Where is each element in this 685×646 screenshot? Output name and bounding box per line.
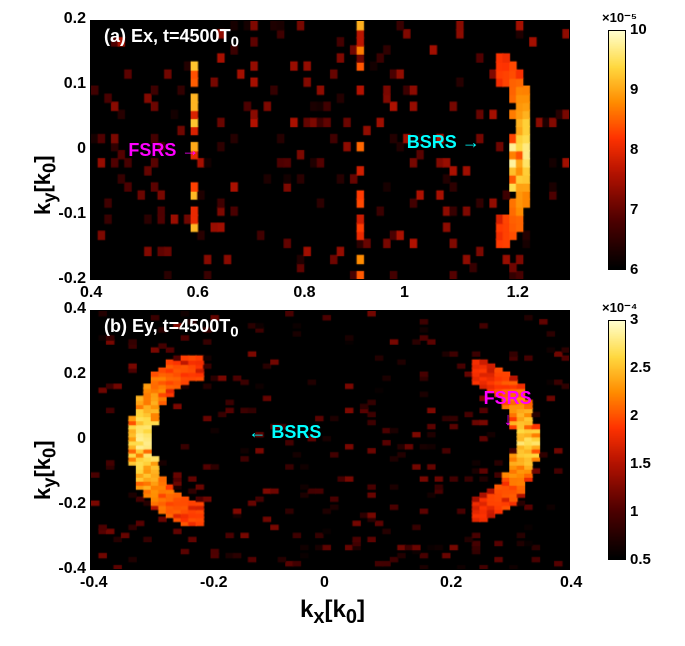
tick-label: 0.2 [46, 10, 86, 28]
tick-label: 0 [46, 430, 86, 448]
colorbar-tick: 1.5 [630, 455, 651, 472]
panel-a-title: (a) Ex, t=4500T0 [104, 26, 239, 51]
tick-label: 1.2 [507, 284, 529, 302]
colorbar-a [608, 30, 626, 270]
colorbar-tick: 2 [630, 407, 638, 424]
colorbar-tick: 7 [630, 201, 638, 218]
tick-label: 0.4 [46, 300, 86, 318]
colorbar-tick: 9 [630, 81, 638, 98]
figure-root: (a) Ex, t=4500T0 FSRS →BSRS → ky[k0] ×10… [0, 0, 685, 646]
colorbar-tick: 6 [630, 261, 638, 278]
panel-a: (a) Ex, t=4500T0 FSRS →BSRS → [90, 20, 570, 280]
x-axis-label: kx[k0] [300, 596, 365, 629]
panel-b-title: (b) Ey, t=4500T0 [104, 316, 239, 341]
colorbar-tick: 2.5 [630, 359, 651, 376]
panel-a-canvas [90, 20, 570, 280]
colorbar-tick: 1 [630, 503, 638, 520]
colorbar-tick: 0.5 [630, 551, 651, 568]
colorbar-b [608, 320, 626, 560]
tick-label: 0.8 [293, 284, 315, 302]
panel-b: (b) Ey, t=4500T0 ← BSRSFSRS↓ [90, 310, 570, 570]
tick-label: -0.1 [46, 205, 86, 223]
colorbar-tick: 10 [630, 21, 647, 38]
tick-label: 0 [320, 574, 329, 592]
tick-label: 0.6 [187, 284, 209, 302]
panel-b-canvas [90, 310, 570, 570]
colorbar-tick: 8 [630, 141, 638, 158]
tick-label: 0 [46, 140, 86, 158]
y-axis-label-b: ky[k0] [30, 440, 60, 500]
tick-label: 0.4 [560, 574, 582, 592]
tick-label: 0.1 [46, 75, 86, 93]
tick-label: -0.2 [200, 574, 228, 592]
tick-label: 1 [400, 284, 409, 302]
tick-label: 0.2 [46, 365, 86, 383]
colorbar-tick: 3 [630, 311, 638, 328]
tick-label: -0.4 [46, 560, 86, 578]
tick-label: 0.2 [440, 574, 462, 592]
tick-label: -0.2 [46, 495, 86, 513]
tick-label: -0.2 [46, 270, 86, 288]
